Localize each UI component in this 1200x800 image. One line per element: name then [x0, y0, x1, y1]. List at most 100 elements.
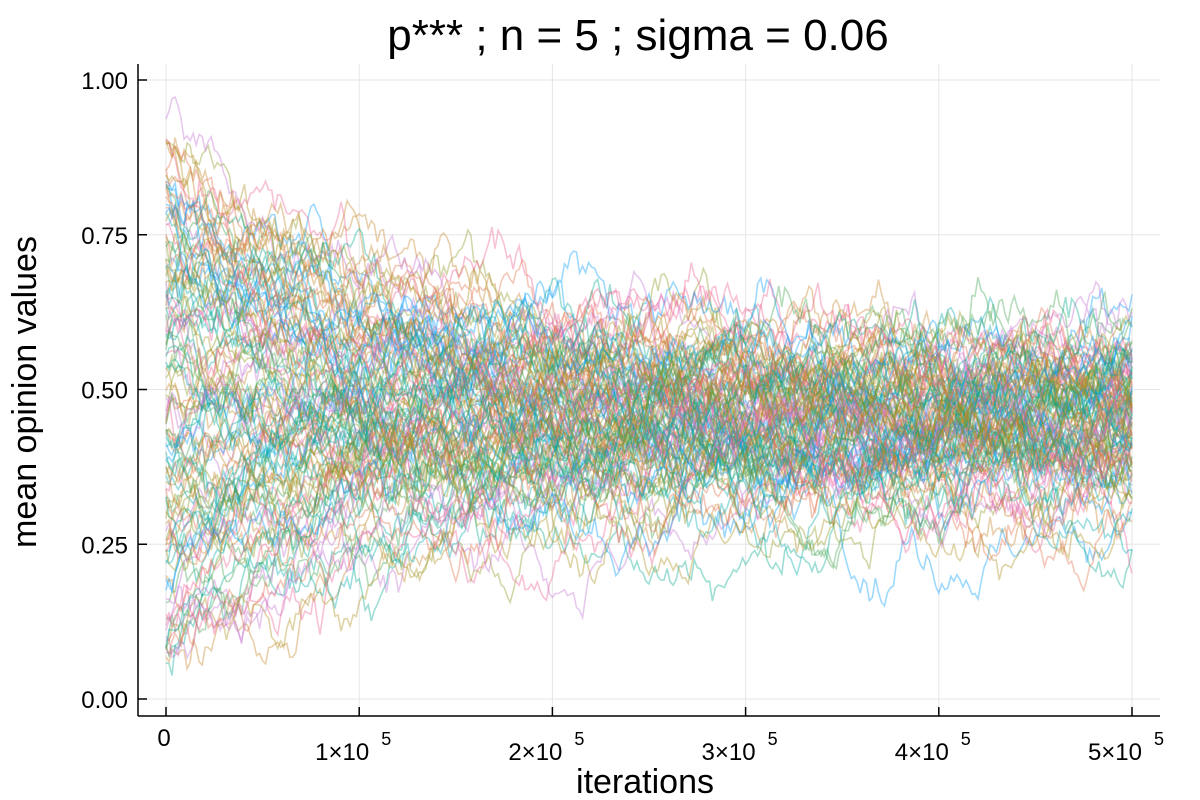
- series-line-84: [165, 275, 1133, 499]
- series-line-41: [165, 348, 1133, 566]
- series-line-73: [165, 353, 1133, 605]
- series-line-72: [165, 312, 1133, 609]
- series-line-67: [165, 187, 1133, 556]
- series-line-12: [165, 337, 1133, 559]
- series-line-2: [165, 345, 1133, 650]
- series-line-99: [165, 330, 1133, 572]
- series-line-115: [165, 368, 1133, 565]
- grid-layer: [138, 64, 1160, 716]
- series-line-78: [165, 312, 1133, 505]
- series-line-98: [165, 350, 1133, 458]
- series-line-53: [165, 281, 1133, 483]
- series-line-58: [165, 359, 1133, 676]
- series-line-5: [165, 265, 1133, 485]
- series-line-57: [165, 341, 1133, 614]
- series-line-81: [165, 145, 1133, 499]
- x-tick-label-5: 5×10: [1088, 739, 1142, 766]
- series-line-23: [165, 289, 1133, 484]
- series-line-51: [165, 169, 1133, 538]
- series-line-45: [165, 338, 1133, 558]
- series-line-69: [165, 319, 1133, 486]
- series-line-94: [165, 355, 1133, 651]
- series-line-10: [165, 180, 1133, 608]
- series-line-86: [165, 262, 1133, 428]
- series-line-76: [165, 223, 1133, 513]
- chart-title: p*** ; n = 5 ; sigma = 0.06: [387, 11, 888, 60]
- series-line-116: [165, 268, 1133, 546]
- series-line-107: [165, 362, 1133, 506]
- series-line-8: [165, 347, 1133, 514]
- series-line-47: [165, 321, 1133, 566]
- series-layer: [165, 95, 1133, 676]
- x-tick-exponent-3: 5: [768, 729, 778, 749]
- series-line-16: [165, 361, 1133, 541]
- x-tick-label-4: 4×10: [895, 739, 949, 766]
- y-tick-label-3: 0.75: [81, 223, 128, 250]
- series-line-40: [165, 362, 1133, 591]
- series-line-68: [165, 227, 1133, 410]
- series-line-65: [165, 376, 1133, 523]
- series-line-56: [165, 138, 1133, 506]
- series-line-117: [165, 231, 1133, 436]
- x-tick-label-0: 0: [157, 725, 170, 752]
- series-line-82: [165, 330, 1133, 475]
- series-line-85: [165, 322, 1133, 459]
- series-line-48: [165, 263, 1133, 511]
- series-line-60: [165, 354, 1133, 530]
- series-line-70: [165, 295, 1133, 468]
- series-line-38: [165, 212, 1133, 437]
- series-line-43: [165, 280, 1133, 661]
- series-line-91: [165, 181, 1133, 480]
- series-line-31: [165, 195, 1133, 486]
- series-line-7: [165, 316, 1133, 454]
- series-line-110: [165, 194, 1133, 506]
- series-line-22: [165, 290, 1133, 491]
- series-line-108: [165, 286, 1133, 520]
- series-line-89: [165, 362, 1133, 573]
- series-line-93: [165, 358, 1133, 521]
- series-line-118: [165, 347, 1132, 509]
- series-line-109: [165, 333, 1133, 527]
- series-line-24: [165, 309, 1133, 508]
- series-line-104: [165, 208, 1133, 586]
- y-tick-label-1: 0.25: [81, 532, 128, 559]
- series-line-39: [165, 309, 1133, 605]
- series-line-92: [165, 189, 1133, 480]
- series-line-62: [165, 369, 1133, 512]
- x-tick-label-2: 2×10: [508, 739, 562, 766]
- series-line-71: [165, 373, 1133, 593]
- x-tick-label-3: 3×10: [702, 739, 756, 766]
- series-line-79: [165, 401, 1133, 559]
- series-line-90: [165, 262, 1133, 419]
- y-tick-label-0: 0.00: [81, 687, 128, 714]
- x-tick-exponent-2: 5: [574, 729, 584, 749]
- series-line-106: [165, 336, 1133, 628]
- series-line-80: [165, 186, 1133, 470]
- series-line-32: [165, 405, 1133, 627]
- x-tick-label-1: 1×10: [315, 739, 369, 766]
- series-line-96: [165, 307, 1133, 626]
- series-line-111: [165, 428, 1133, 658]
- series-line-42: [165, 338, 1133, 499]
- series-line-46: [165, 387, 1133, 642]
- series-line-97: [165, 360, 1133, 500]
- series-line-59: [165, 240, 1133, 570]
- tick-layer: 0.00 0.25 0.50 0.75 1.00 0 1×10 5 2×10 5 3×10 5 4×10…: [81, 68, 1164, 766]
- y-tick-label-4: 1.00: [81, 68, 128, 95]
- series-line-83: [165, 95, 1133, 480]
- series-line-37: [165, 279, 1133, 488]
- series-line-9: [165, 141, 1133, 460]
- series-line-63: [165, 325, 1133, 550]
- y-tick-label-2: 0.50: [81, 378, 128, 405]
- series-line-21: [165, 290, 1133, 537]
- series-line-1: [165, 322, 1133, 546]
- x-axis-label: iterations: [576, 763, 714, 800]
- series-line-13: [165, 352, 1133, 537]
- series-line-103: [165, 292, 1133, 461]
- series-line-11: [165, 243, 1133, 470]
- series-line-6: [165, 371, 1133, 554]
- x-tick-exponent-5: 5: [1154, 729, 1164, 749]
- series-line-74: [165, 309, 1133, 488]
- series-line-50: [165, 256, 1133, 531]
